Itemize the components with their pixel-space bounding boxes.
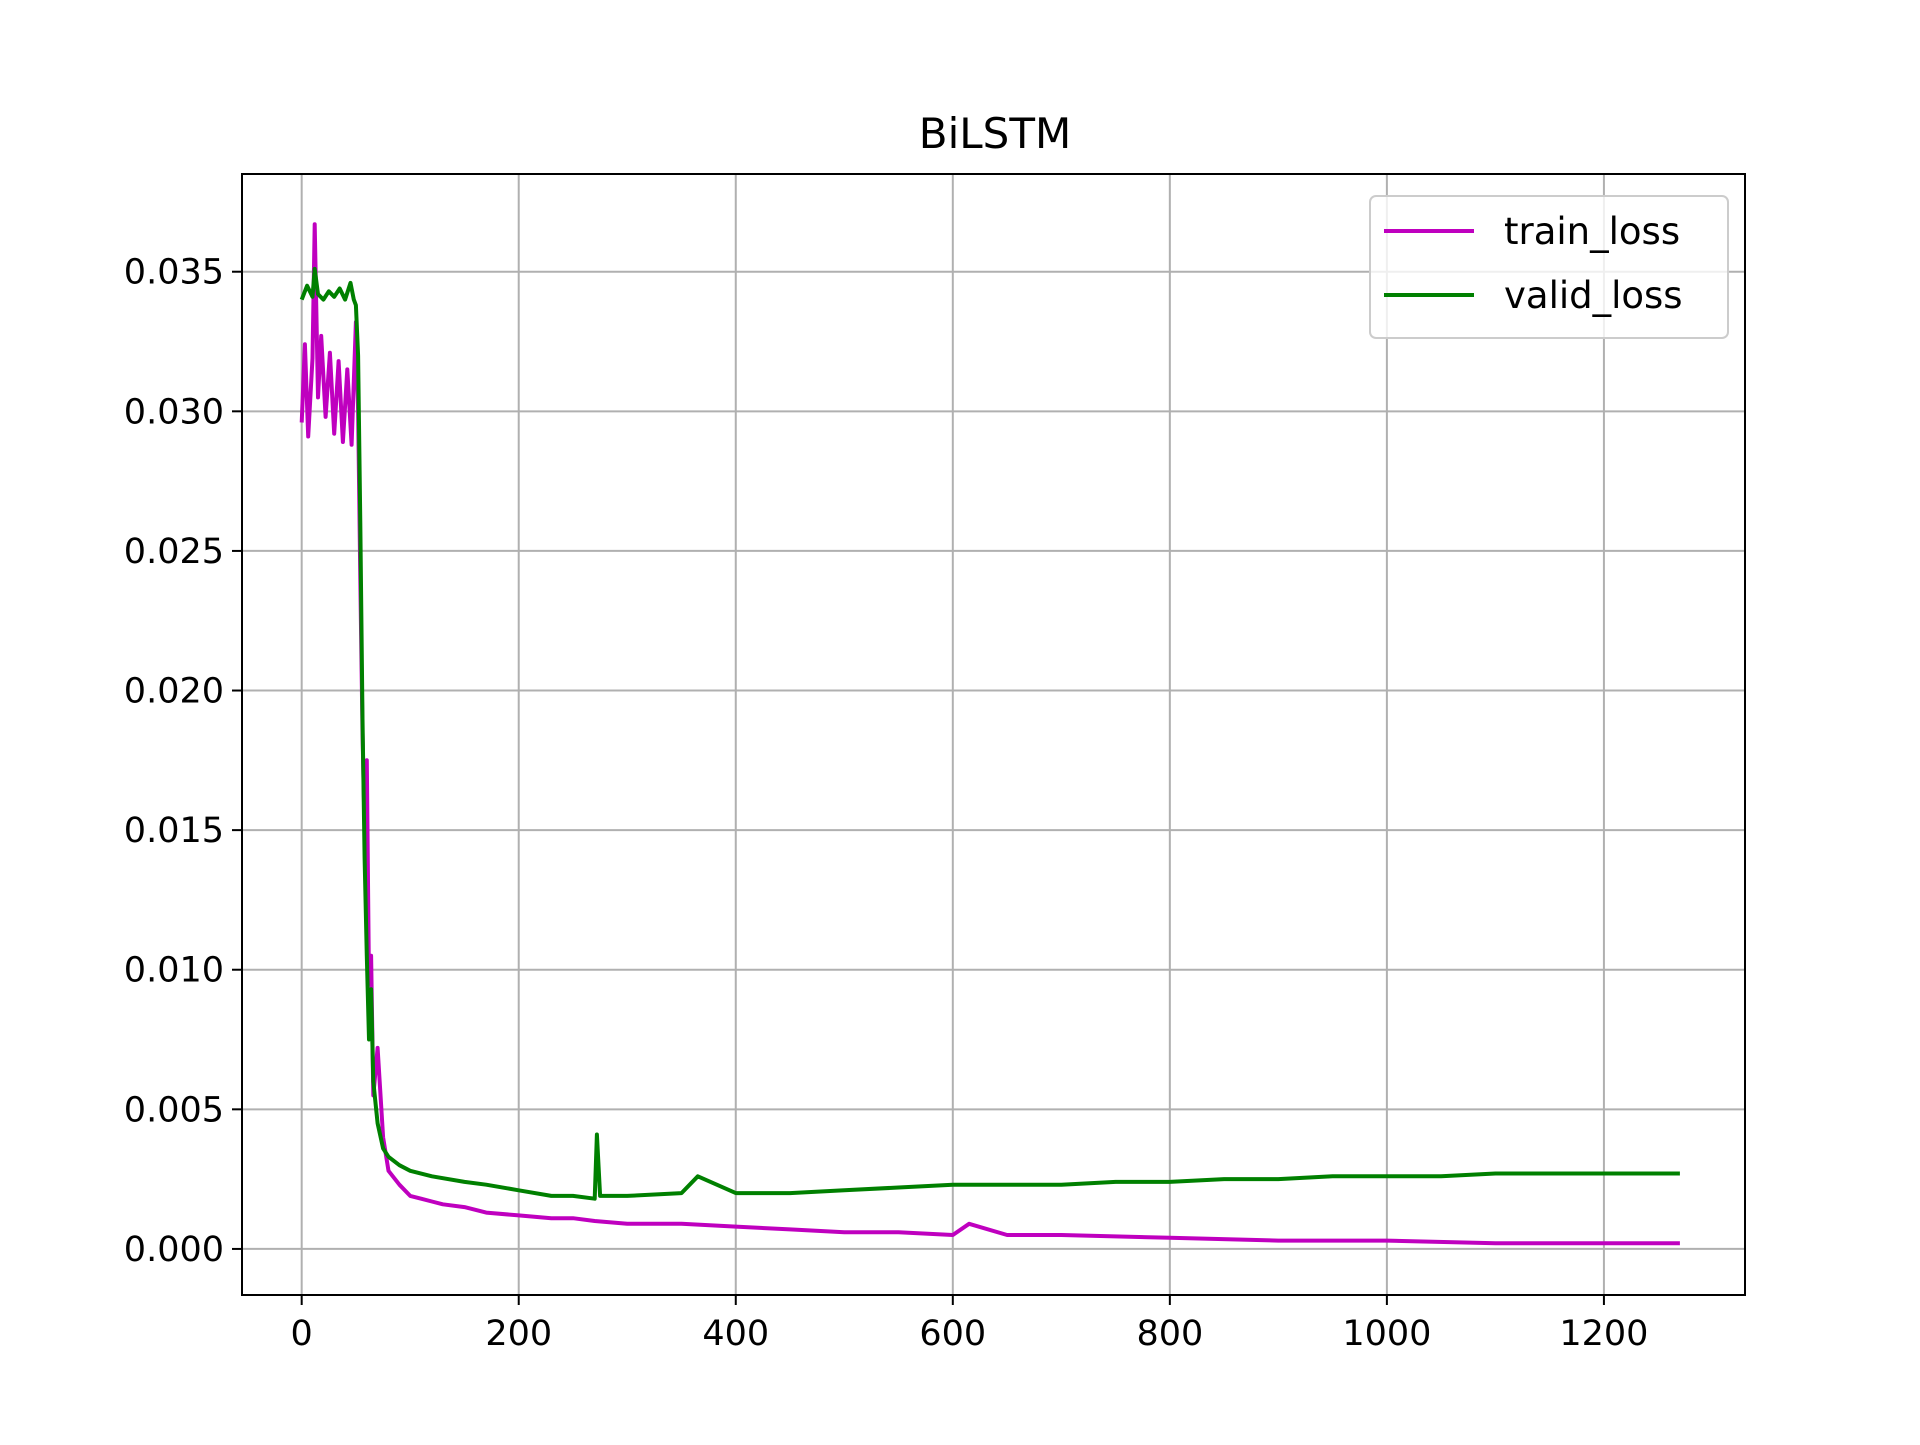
series-layer xyxy=(299,222,1680,1246)
plot-frame xyxy=(241,173,1746,1296)
y-tick-label: 0.030 xyxy=(124,392,224,432)
x-tick-label: 200 xyxy=(485,1314,552,1354)
y-tick-label: 0.020 xyxy=(124,672,224,712)
x-tick-label: 1200 xyxy=(1559,1314,1648,1354)
x-tick-label: 0 xyxy=(291,1314,313,1354)
y-tick-label: 0.025 xyxy=(124,532,224,572)
tick-layer: 0 200 400 600 800 1000 1200 0.000 0.005 0.010 0.01… xyxy=(124,253,1649,1354)
grid-layer xyxy=(242,174,1745,1295)
chart-title: BiLSTM xyxy=(919,109,1071,158)
x-tick-label: 600 xyxy=(919,1314,986,1354)
legend: train_loss valid_loss xyxy=(1369,195,1729,339)
series-line-valid-loss xyxy=(299,266,1680,1201)
y-tick-label: 0.005 xyxy=(124,1090,224,1130)
y-tick-label: 0.010 xyxy=(124,951,224,991)
series-line-train-loss xyxy=(299,222,1680,1246)
x-tick-label: 400 xyxy=(702,1314,769,1354)
y-tick-label: 0.035 xyxy=(124,253,224,293)
legend-label: valid_loss xyxy=(1504,274,1683,317)
y-tick-label: 0.000 xyxy=(124,1230,224,1270)
x-tick-label: 1000 xyxy=(1342,1314,1431,1354)
x-tick-label: 800 xyxy=(1136,1314,1203,1354)
y-tick-label: 0.015 xyxy=(124,811,224,851)
legend-label: train_loss xyxy=(1504,210,1680,253)
